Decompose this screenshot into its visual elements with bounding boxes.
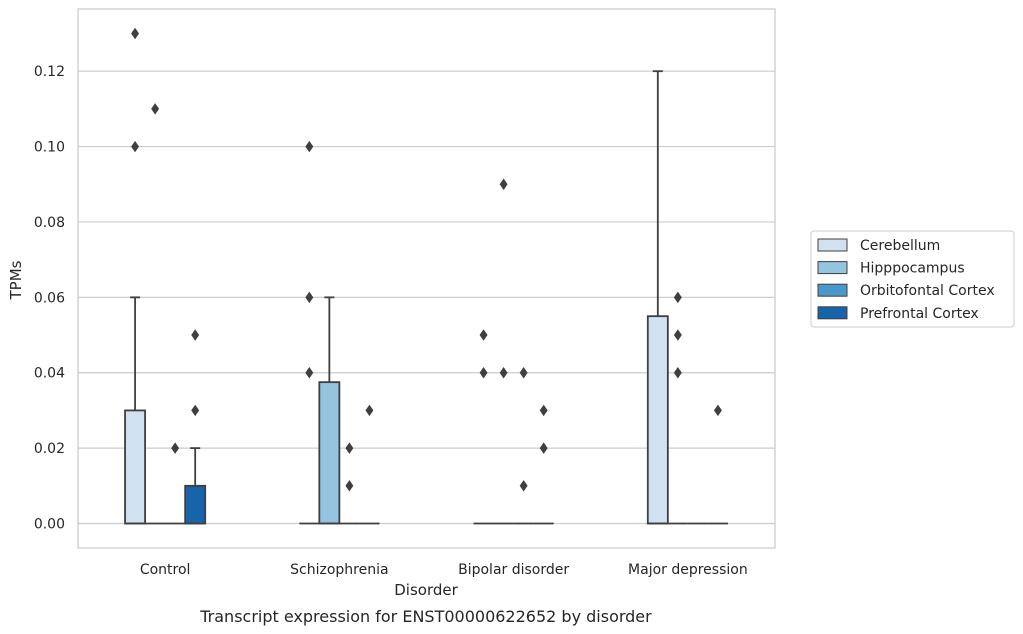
legend-label: Cerebellum — [860, 238, 940, 254]
box-orbitofontal-cortex — [339, 442, 360, 525]
outlier-point — [479, 367, 488, 379]
outlier-point — [499, 178, 508, 190]
outlier-point — [305, 291, 314, 304]
x-axis-title: Disorder — [394, 581, 458, 599]
outlier-point — [151, 103, 160, 115]
outlier-point — [305, 140, 314, 153]
box-body — [124, 409, 146, 525]
y-tick-label: 0.12 — [34, 64, 65, 80]
outlier-point — [131, 140, 140, 153]
y-tick-label: 0.10 — [34, 140, 65, 156]
outlier-point — [131, 27, 140, 40]
x-tick-label: Bipolar disorder — [458, 562, 569, 578]
y-tick-labels: 0.00 0.02 0.04 0.06 0.08 0.10 0.12 — [34, 64, 65, 532]
y-tick-label: 0.06 — [34, 290, 65, 306]
legend-label: Orbitofontal Cortex — [860, 283, 995, 299]
x-tick-labels: Control Schizophrenia Bipolar disorder Majo… — [140, 562, 748, 578]
box-body — [318, 381, 341, 525]
outlier-point — [539, 404, 548, 417]
box-orbitofontal-cortex — [165, 442, 186, 525]
box-cerebellum — [124, 27, 146, 525]
outlier-point — [539, 442, 548, 454]
y-tick-label: 0.00 — [34, 517, 65, 533]
legend-swatch — [817, 238, 848, 252]
plot-background — [78, 9, 775, 548]
box-hipppocampus — [493, 178, 514, 525]
outlier-point — [673, 367, 682, 379]
legend-label: Prefrontal Cortex — [860, 306, 979, 322]
y-tick-label: 0.02 — [34, 441, 65, 457]
outlier-point — [345, 442, 354, 454]
box-body — [184, 484, 207, 525]
x-tick-label: Major depression — [628, 562, 748, 578]
outlier-point — [499, 367, 508, 379]
box-orbitofontal-cortex — [513, 367, 534, 525]
outlier-point — [673, 291, 682, 304]
legend-swatch — [817, 306, 848, 320]
box-prefrontal-cortex — [359, 404, 380, 525]
outlier-point — [713, 404, 722, 417]
legend: Cerebellum Hipppocampus Orbitofontal Corte… — [810, 230, 1015, 328]
box-cerebellum — [473, 329, 494, 525]
outlier-point — [171, 442, 180, 454]
outlier-point — [305, 367, 314, 379]
figure-caption: Transcript expression for ENST0000062265… — [199, 607, 652, 626]
box-hipppocampus — [667, 291, 688, 525]
box-cerebellum — [299, 140, 320, 525]
outlier-point — [519, 367, 528, 379]
box-body — [646, 315, 669, 525]
outlier-point — [673, 329, 682, 341]
box-cerebellum — [646, 70, 669, 525]
box-prefrontal-cortex — [184, 329, 207, 525]
outlier-point — [519, 480, 528, 492]
legend-swatch — [817, 283, 848, 297]
outlier-point — [365, 404, 374, 417]
box-prefrontal-cortex — [533, 404, 554, 525]
legend-label: Hipppocampus — [860, 261, 965, 277]
y-tick-label: 0.08 — [34, 215, 65, 231]
box-hipppocampus — [145, 103, 166, 525]
y-tick-label: 0.04 — [34, 366, 65, 382]
outlier-point — [191, 329, 200, 341]
box-prefrontal-cortex — [707, 404, 728, 525]
outlier-point — [479, 329, 488, 341]
legend-swatch — [817, 261, 848, 275]
outlier-point — [191, 404, 200, 417]
box-hipppocampus — [318, 296, 341, 525]
box-groups — [124, 27, 728, 525]
outlier-point — [345, 480, 354, 492]
x-tick-label: Schizophrenia — [290, 562, 388, 578]
x-tick-label: Control — [140, 562, 191, 578]
plot-frame — [77, 8, 776, 549]
y-axis-title: TPMs — [7, 260, 25, 300]
legend-frame — [810, 230, 1015, 328]
